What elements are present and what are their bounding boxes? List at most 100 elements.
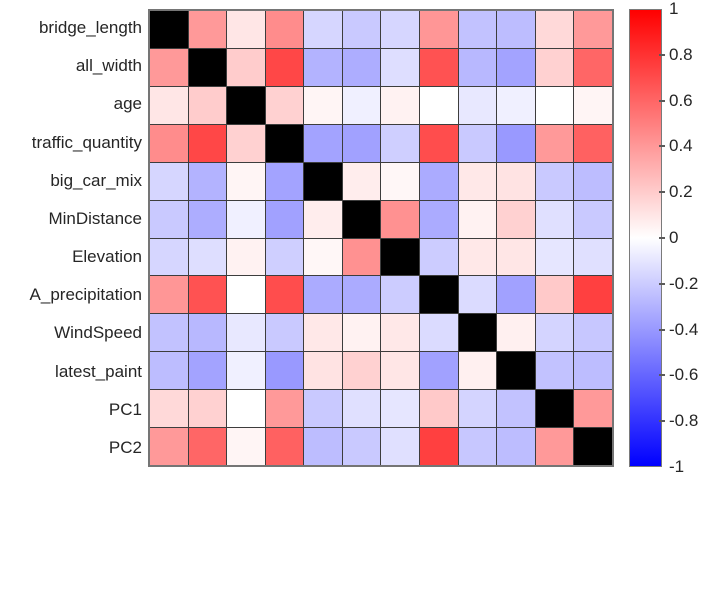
heatmap-cell (420, 352, 458, 390)
heatmap-cell (265, 11, 304, 48)
heatmap-cell (420, 86, 458, 124)
heatmap-cell (227, 86, 265, 124)
heatmap-cell (381, 124, 420, 162)
heatmap-cell (381, 352, 420, 390)
heatmap-cell (535, 86, 574, 124)
heatmap-cell (227, 428, 265, 465)
heatmap-cell (188, 314, 227, 352)
heatmap-cell (227, 314, 265, 352)
heatmap-cell (458, 11, 497, 48)
heatmap-cell (458, 162, 497, 200)
heatmap-cell (227, 352, 265, 390)
heatmap-cell (304, 352, 342, 390)
heatmap-cell (304, 86, 342, 124)
heatmap-cell (342, 86, 381, 124)
heatmap-cell (535, 162, 574, 200)
heatmap-cell (381, 48, 420, 86)
heatmap-cell (227, 162, 265, 200)
heatmap-cell (420, 11, 458, 48)
colorbar-tick-mark (659, 374, 665, 377)
heatmap-cell (150, 428, 188, 465)
colorbar-tick-label: -0.8 (669, 411, 699, 431)
heatmap-cell (458, 124, 497, 162)
heatmap-cell (188, 352, 227, 390)
heatmap-cell (458, 238, 497, 276)
heatmap-cell (188, 390, 227, 428)
heatmap-cell (150, 238, 188, 276)
heatmap-cell (342, 352, 381, 390)
heatmap-cell (497, 162, 535, 200)
heatmap-cell (342, 48, 381, 86)
heatmap-cell (150, 276, 188, 314)
heatmap-cell (574, 390, 612, 428)
heatmap-cell (150, 200, 188, 238)
colorbar (629, 9, 662, 467)
heatmap-cell (535, 11, 574, 48)
heatmap-cell (265, 162, 304, 200)
heatmap-cell (265, 48, 304, 86)
heatmap-cell (497, 48, 535, 86)
heatmap-cell (227, 238, 265, 276)
heatmap-cell (304, 200, 342, 238)
heatmap-cell (265, 86, 304, 124)
heatmap-cell (535, 124, 574, 162)
heatmap-cell (150, 314, 188, 352)
heatmap-cell (188, 428, 227, 465)
heatmap-cell (227, 48, 265, 86)
heatmap-cell (420, 314, 458, 352)
heatmap-cell (265, 238, 304, 276)
heatmap-cell (227, 11, 265, 48)
colorbar-tick-mark (659, 282, 665, 285)
heatmap-cell (265, 428, 304, 465)
colorbar-tick-label: -0.6 (669, 365, 699, 385)
heatmap-cell (497, 124, 535, 162)
heatmap-cell (150, 352, 188, 390)
heatmap-cell (497, 428, 535, 465)
heatmap-cell (227, 276, 265, 314)
colorbar-tick-label: 1 (669, 0, 679, 18)
heatmap-cell (420, 238, 458, 276)
heatmap-cell (342, 276, 381, 314)
heatmap-cell (535, 314, 574, 352)
heatmap-cell (188, 200, 227, 238)
heatmap-cell (188, 86, 227, 124)
colorbar-tick-label: 0.4 (669, 136, 693, 156)
heatmap-cell (420, 162, 458, 200)
heatmap-cell (265, 352, 304, 390)
heatmap-cell (497, 238, 535, 276)
heatmap-cell (497, 11, 535, 48)
heatmap-cell (381, 86, 420, 124)
heatmap-cell (574, 314, 612, 352)
heatmap-cell (420, 276, 458, 314)
heatmap-cell (265, 314, 304, 352)
heatmap-cell (304, 162, 342, 200)
heatmap-cell (381, 200, 420, 238)
heatmap-cell (265, 390, 304, 428)
heatmap-cell (342, 11, 381, 48)
heatmap-cell (497, 352, 535, 390)
heatmap-cell (304, 390, 342, 428)
colorbar-tick-mark (659, 237, 665, 239)
y-axis-label: Elevation (72, 247, 142, 266)
heatmap-cell (458, 86, 497, 124)
y-axis-label: age (113, 94, 142, 114)
heatmap-cell (342, 238, 381, 276)
heatmap-cell (535, 428, 574, 465)
heatmap-cell (458, 276, 497, 314)
heatmap-cell (150, 11, 188, 48)
heatmap-cell (342, 124, 381, 162)
colorbar-tick-label: -1 (669, 457, 685, 476)
heatmap-cell (535, 352, 574, 390)
colorbar-tick-mark (659, 99, 665, 102)
heatmap-cell (420, 124, 458, 162)
y-axis-label: all_width (75, 56, 142, 76)
heatmap-cell (574, 428, 612, 465)
colorbar-tick-mark (659, 53, 665, 56)
colorbar-tick-label: 0.8 (669, 44, 693, 64)
heatmap-cell (381, 314, 420, 352)
heatmap-cell (535, 238, 574, 276)
colorbar-tick-label: 0 (669, 228, 679, 247)
heatmap-cell (342, 162, 381, 200)
heatmap-cell (265, 200, 304, 238)
y-axis-label: MinDistance (48, 208, 142, 228)
